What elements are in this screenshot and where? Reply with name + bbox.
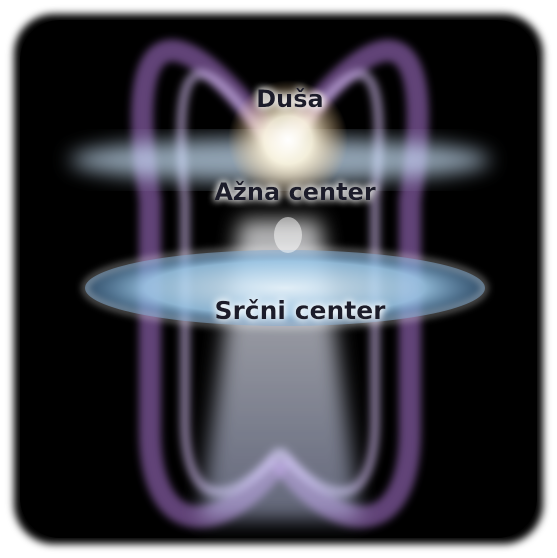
image: Duša Ažna center Srčni center [0,0,557,558]
label-ajna: Ažna center [214,178,376,206]
page: Duša Ažna center Srčni center (() => { c… [0,0,557,558]
label-soul: Duša [256,85,324,113]
label-heart: Srčni center [214,296,386,325]
